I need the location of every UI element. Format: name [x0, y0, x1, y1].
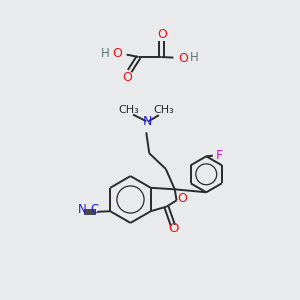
Text: O: O — [178, 52, 188, 65]
Text: CH₃: CH₃ — [153, 105, 174, 116]
Text: O: O — [157, 28, 167, 41]
Text: N: N — [78, 203, 87, 216]
Text: N: N — [143, 115, 152, 128]
Text: O: O — [178, 192, 188, 206]
Text: H: H — [101, 47, 110, 60]
Text: CH₃: CH₃ — [119, 105, 140, 115]
Text: H: H — [190, 51, 199, 64]
Text: F: F — [216, 149, 223, 162]
Text: C: C — [91, 203, 99, 216]
Text: O: O — [112, 47, 122, 60]
Text: O: O — [123, 71, 132, 84]
Text: O: O — [168, 222, 179, 236]
